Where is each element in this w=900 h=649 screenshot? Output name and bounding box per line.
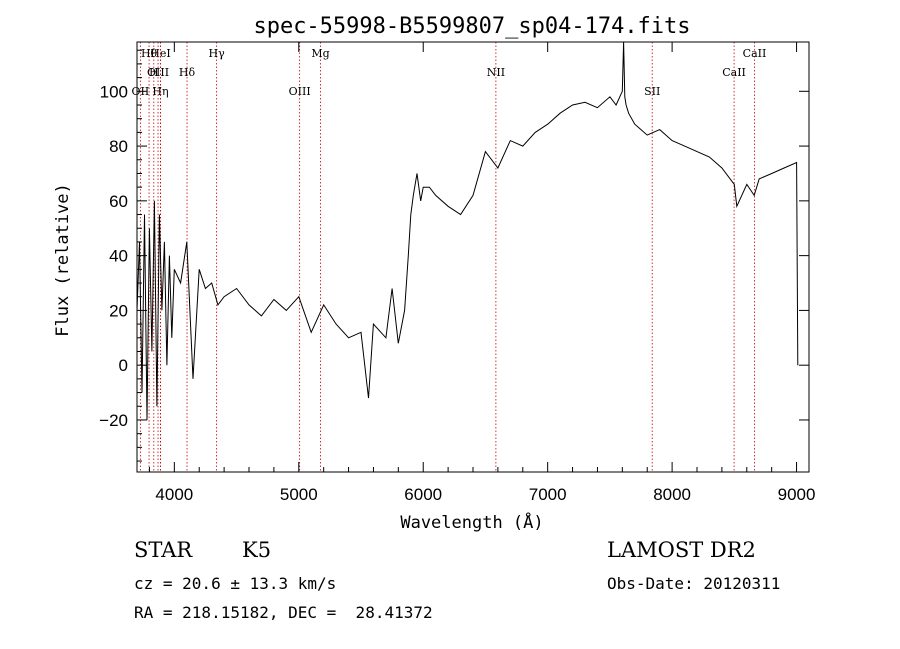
- x-tick-label-5: 9000: [778, 485, 816, 504]
- object-subclass: K5: [242, 538, 272, 562]
- y-tick-label-2: 20: [109, 301, 128, 320]
- marker-label-13: CaII: [722, 66, 746, 79]
- x-tick-label-2: 6000: [404, 485, 442, 504]
- marker-label-6: Hγ: [209, 47, 226, 60]
- coordinates-readout: RA = 218.15182, DEC = 28.41372: [134, 603, 433, 622]
- redshift-readout: cz = 20.6 ± 13.3 km/s: [134, 574, 337, 593]
- y-tick-label-3: 40: [109, 247, 128, 266]
- marker-label-1: H: [149, 66, 159, 79]
- x-axis-label: Wavelength (Å): [400, 511, 543, 533]
- y-tick-label-5: 80: [109, 137, 128, 156]
- marker-label-11: SII: [644, 85, 660, 98]
- marker-label-12: CaII: [743, 47, 767, 60]
- y-axis-label: Flux (relative): [53, 183, 73, 337]
- marker-label-10: NII: [487, 66, 505, 79]
- plot-frame: [136, 41, 810, 473]
- y-tick-label-0: −20: [99, 411, 128, 430]
- x-tick-label-4: 8000: [653, 485, 691, 504]
- marker-label-8: OIII: [289, 85, 311, 98]
- marker-label-7: Hδ: [179, 66, 196, 79]
- object-class: STAR: [134, 538, 193, 562]
- marker-label-4: OIII: [147, 66, 169, 79]
- x-axis-ticks: 4000 5000 6000 7000 8000 9000: [148, 42, 816, 504]
- x-tick-label-3: 7000: [529, 485, 567, 504]
- y-axis-ticks: −20 0 20 40 60 80 100: [99, 49, 809, 462]
- marker-label-5: Hη: [152, 85, 168, 98]
- x-tick-label-1: 5000: [280, 485, 318, 504]
- y-tick-label-1: 0: [119, 356, 128, 375]
- x-tick-label-0: 4000: [155, 485, 193, 504]
- survey-name: LAMOST DR2: [607, 538, 756, 562]
- chart-title: spec-55998-B5599807_sp04-174.fits: [253, 14, 690, 39]
- observation-date: Obs-Date: 20120311: [607, 574, 781, 593]
- marker-label-9: Mg: [311, 47, 329, 60]
- y-tick-label-4: 60: [109, 192, 128, 211]
- y-tick-label-6: 100: [100, 82, 128, 101]
- flux-spectrum-line: [136, 41, 799, 421]
